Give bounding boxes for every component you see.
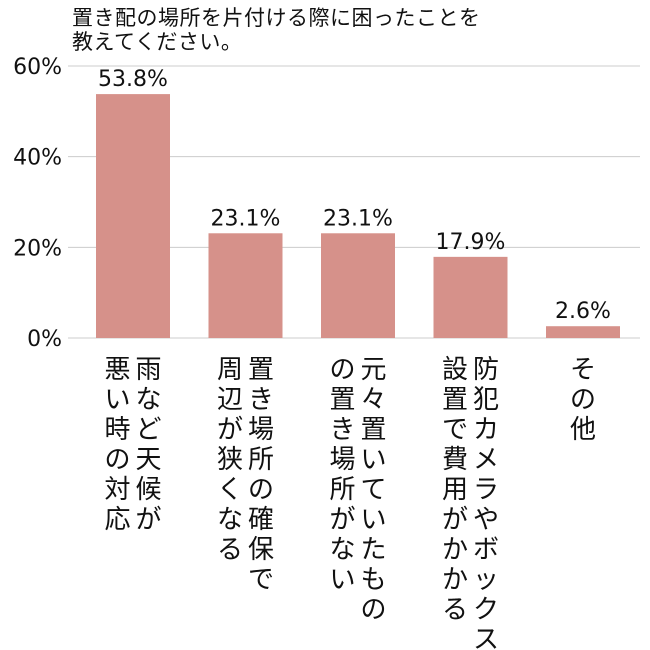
x-category-label-char: の <box>360 595 386 625</box>
y-tick-label: 60% <box>13 55 62 80</box>
x-category-label-char: 所 <box>329 475 355 505</box>
x-category-label-char: 応 <box>104 505 130 535</box>
x-category-label-char: そ <box>570 355 596 385</box>
data-label: 23.1% <box>211 206 281 231</box>
x-category-label-char: ス <box>473 625 499 650</box>
x-category-label-char: 悪 <box>104 355 130 385</box>
x-category-label-char: 場 <box>248 415 274 445</box>
x-category-label-char: カ <box>473 415 499 445</box>
x-category-label-char: で <box>442 415 468 445</box>
x-category-label-char: 々 <box>360 385 386 415</box>
x-category-label-char: な <box>217 505 243 535</box>
x-category-label-char: 費 <box>442 445 468 475</box>
x-category-label-char: る <box>217 535 243 565</box>
bar <box>433 256 508 338</box>
x-category-label-char: 雨 <box>135 355 161 385</box>
x-category-label-char: や <box>473 505 499 535</box>
x-category-label-char: 置 <box>442 385 468 415</box>
x-category-label-char: 元 <box>360 355 386 385</box>
x-category-label-char: 所 <box>248 445 274 475</box>
chart-title: 置き配の場所を片付ける際に困ったことを 教えてください。 <box>72 6 642 54</box>
data-label: 23.1% <box>323 206 393 231</box>
x-category-label: その他 <box>570 355 596 445</box>
x-category-label-char: が <box>135 505 161 535</box>
bar <box>546 326 620 338</box>
x-category-label-char: 置 <box>360 415 386 445</box>
x-category-label-char: ラ <box>473 475 499 505</box>
x-category-label-char: 犯 <box>473 385 499 415</box>
data-label: 17.9% <box>436 230 506 255</box>
x-category-label-char: く <box>217 475 243 505</box>
chart-title-line-2: 教えてください。 <box>72 30 243 54</box>
x-category-label-char: 周 <box>217 355 243 385</box>
x-category-label-char: 設 <box>442 355 468 385</box>
x-category-label-char: て <box>360 475 386 505</box>
data-label: 2.6% <box>555 299 611 324</box>
x-category-label-char: ボ <box>473 535 499 565</box>
x-category-label-char: 確 <box>248 505 274 535</box>
bar <box>96 94 170 339</box>
x-category-label-char: 時 <box>104 415 130 445</box>
x-category-label-char: か <box>442 535 468 565</box>
x-category-label-char: が <box>217 415 243 445</box>
x-category-label-char: 辺 <box>217 385 243 415</box>
x-category-label-char: 場 <box>329 445 355 475</box>
x-category-label-char: の <box>570 385 596 415</box>
x-category-label-char: が <box>442 505 468 535</box>
x-category-label-char: メ <box>473 445 499 475</box>
x-category-label-char: 保 <box>248 535 274 565</box>
x-category-label-char: な <box>135 385 161 415</box>
x-category-label-char: き <box>329 415 355 445</box>
x-category-label-char: が <box>329 505 355 535</box>
bar <box>321 233 395 338</box>
x-category-label-char: か <box>442 565 468 595</box>
x-category-label-char: 置 <box>248 355 274 385</box>
x-category-label-char: い <box>104 385 130 415</box>
x-category-label-char: の <box>248 475 274 505</box>
x-category-label-char: き <box>248 385 274 415</box>
chart-title-line-1: 置き配の場所を片付ける際に困ったことを <box>72 6 481 30</box>
x-category-label-char: た <box>360 535 386 565</box>
x-category-label-char: い <box>360 445 386 475</box>
x-category-label-char: 天 <box>135 445 161 475</box>
x-category-label-char: の <box>104 445 130 475</box>
x-category-label-char: 置 <box>329 385 355 415</box>
x-category-label-char: 用 <box>442 475 468 505</box>
data-label: 53.8% <box>98 67 168 92</box>
x-category-label-char: ク <box>473 595 499 625</box>
x-category-label-char: 対 <box>104 475 130 505</box>
x-category-label-char: 防 <box>473 355 499 385</box>
x-category-label-char: る <box>442 595 468 625</box>
x-category-label-char: で <box>248 565 274 595</box>
x-category-label-char: い <box>329 565 355 595</box>
y-tick-label: 20% <box>13 236 62 261</box>
y-tick-label: 40% <box>13 146 62 171</box>
x-category-label-char: も <box>360 565 386 595</box>
x-category-label-char: の <box>329 355 355 385</box>
bar <box>208 233 283 338</box>
x-category-label-char: 他 <box>570 415 596 445</box>
x-category-label-char: ど <box>135 415 161 445</box>
x-category-label-char: 候 <box>135 475 161 505</box>
x-category-label-char: 狭 <box>217 445 243 475</box>
x-category-label-char: ッ <box>473 565 499 595</box>
x-category-label-char: な <box>329 535 355 565</box>
x-category-label-char: い <box>360 505 386 535</box>
y-tick-label: 0% <box>27 327 62 352</box>
